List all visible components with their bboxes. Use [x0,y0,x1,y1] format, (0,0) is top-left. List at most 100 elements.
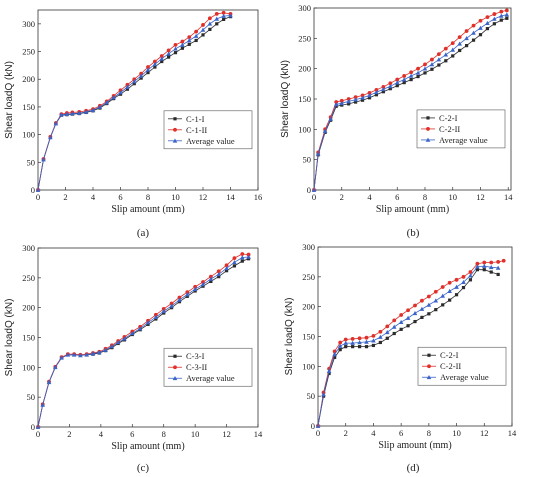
panel-label: (b) [407,227,420,239]
data-point [90,107,96,113]
data-point [145,320,151,325]
legend-entry: C-3-I [168,351,205,361]
x-tick-label: 8 [423,192,427,202]
panel-label: (d) [407,462,420,474]
data-point [385,324,390,329]
data-point [402,74,407,78]
data-point [125,84,130,89]
data-point [53,121,59,126]
data-point [217,275,221,279]
x-tick-label: 10 [191,429,200,439]
data-point [481,263,487,268]
legend-label: C-3-II [186,362,207,372]
x-tick-label: 0 [36,192,40,202]
data-point [478,18,483,23]
y-tick-label: 200 [22,303,35,313]
data-point [395,77,400,82]
data-point [419,306,425,311]
data-point [485,15,490,19]
data-point [499,18,503,22]
data-point [180,42,185,47]
y-tick-label: 300 [298,3,311,13]
data-point [152,61,158,67]
data-point [232,256,237,261]
data-point [498,13,504,18]
data-point [315,423,321,428]
data-point [125,87,129,91]
data-point [485,20,490,26]
legend-marker [173,354,177,358]
data-point [430,67,434,71]
data-point [35,424,41,429]
data-point [216,269,221,274]
data-point [83,109,89,114]
data-point [46,379,52,385]
data-point [496,260,501,264]
x-tick-label: 12 [476,192,485,202]
data-point [138,73,144,78]
data-point [378,334,383,339]
data-point [52,365,58,370]
x-tick-label: 6 [130,429,134,439]
y-tick-label: 0 [31,185,35,195]
data-point [381,86,386,92]
data-point [84,352,90,357]
data-point [413,319,417,324]
x-tick-label: 0 [36,429,40,439]
y-tick-label: 200 [298,64,311,74]
data-point [353,97,358,102]
data-point [441,303,445,307]
data-point [504,12,510,17]
data-point [357,340,362,345]
legend-label: C-2-I [439,113,458,123]
x-tick-label: 16 [254,192,263,202]
y-tick-label: 50 [303,155,312,165]
y-tick-label: 50 [307,391,316,401]
data-point [333,355,337,359]
y-tick-label: 100 [22,362,35,372]
x-tick-label: 0 [312,192,316,202]
data-point [465,44,469,48]
x-tick-label: 0 [316,428,320,438]
panel-label: (c) [137,462,150,474]
data-point [482,268,486,272]
data-point [200,282,206,287]
series-line [37,15,231,191]
data-point [214,11,219,16]
x-tick-label: 12 [480,428,489,438]
series-c-2-i [316,268,500,428]
data-point [374,93,379,97]
data-point [115,339,121,345]
legend-label: Average value [186,136,235,146]
data-point [326,368,332,373]
data-point [96,350,102,355]
x-tick-label: 12 [199,192,208,202]
y-tick-label: 250 [298,33,311,43]
legend-marker [425,137,431,142]
data-point [485,27,490,31]
legend-label: C-2-II [439,124,460,134]
data-point [371,338,376,343]
y-tick-label: 300 [22,243,35,253]
data-point [169,303,174,308]
x-axis-label: Slip amount (mm) [376,204,449,215]
series-c-1-ii [36,10,233,192]
panel-label: (a) [137,227,150,239]
series-average-value [311,12,510,192]
data-point [137,326,143,331]
data-point [471,30,476,35]
legend-entry: C-2-II [421,124,460,134]
data-point [488,264,494,270]
data-point [364,345,369,349]
data-point [343,337,348,342]
legend-label: C-2-I [440,350,459,360]
data-point [350,336,355,341]
plot-frame [37,9,259,191]
x-tick-label: 2 [67,429,71,439]
legend-entry: Average value [421,135,488,145]
data-point [59,355,64,360]
legend-marker [426,127,430,131]
data-point [139,76,143,80]
legend-entry: C-2-II [422,361,461,371]
